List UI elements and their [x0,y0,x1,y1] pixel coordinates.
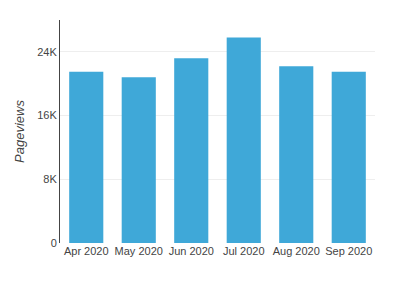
svg-text:Aug 2020: Aug 2020 [273,245,320,257]
svg-text:Jun 2020: Jun 2020 [169,245,214,257]
svg-text:16K: 16K [37,109,57,121]
svg-text:24K: 24K [37,46,57,58]
svg-text:Apr 2020: Apr 2020 [64,245,109,257]
svg-text:Sep 2020: Sep 2020 [325,245,372,257]
svg-text:8K: 8K [43,173,57,185]
svg-text:May 2020: May 2020 [115,245,163,257]
svg-text:Jul 2020: Jul 2020 [223,245,265,257]
svg-text:0: 0 [51,237,57,249]
svg-text:Pageviews: Pageviews [12,100,27,163]
